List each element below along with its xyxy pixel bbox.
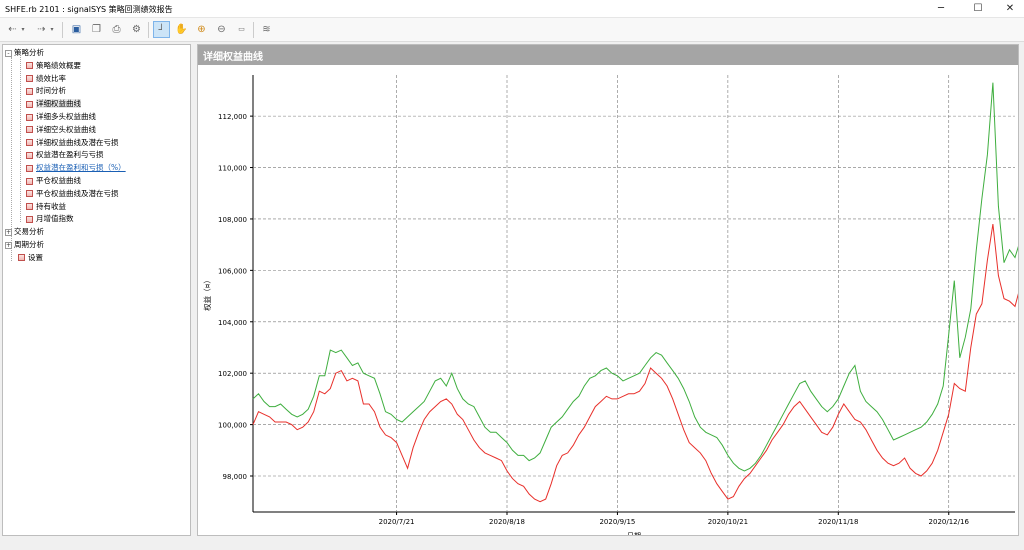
- tree-item-label: 策略绩效概要: [36, 60, 81, 70]
- zoom-out-icon[interactable]: ⊖: [217, 24, 226, 35]
- chart-panel: 详细权益曲线 98,000 100,000 102,000 104,000 106,00…: [197, 44, 1019, 536]
- report-page-icon: [18, 254, 25, 262]
- tree-item[interactable]: 平仓权益曲线及潜在亏损: [26, 188, 119, 200]
- x-tick-label: 2020/8/18: [489, 518, 525, 526]
- report-page-icon: [26, 87, 33, 95]
- report-page-icon: [26, 139, 33, 147]
- collapse-icon[interactable]: -: [5, 49, 12, 57]
- tree-item-label: 权益潜在盈利与亏损: [36, 150, 104, 160]
- crosshair-icon[interactable]: ┘: [153, 21, 170, 38]
- equity-curve-chart[interactable]: 98,000 100,000 102,000 104,000 106,000 108,00…: [198, 65, 1018, 535]
- y-tick-label: 104,000: [218, 319, 247, 327]
- zoom-in-icon[interactable]: ⊕: [197, 24, 206, 35]
- y-tick-label: 98,000: [223, 473, 248, 481]
- status-bar: [0, 537, 1024, 550]
- tree-item[interactable]: 绩效比率: [26, 73, 66, 85]
- report-page-icon: [26, 113, 33, 121]
- report-page-icon: [26, 62, 33, 70]
- tree-item-label: 持有收益: [36, 201, 66, 211]
- tree-item-label: 策略分析: [14, 48, 44, 57]
- tree-item[interactable]: 权益潜在盈利和亏损（%）: [26, 162, 126, 174]
- copy-icon[interactable]: ❐: [92, 24, 101, 35]
- report-page-icon: [26, 177, 33, 185]
- tree-group[interactable]: + 交易分析: [5, 226, 44, 238]
- tree-item[interactable]: 详细空头权益曲线: [26, 124, 96, 136]
- tree-item[interactable]: 策略绩效概要: [26, 60, 81, 72]
- forward-icon[interactable]: ⇢: [37, 24, 46, 35]
- title-bar: SHFE.rb 2101 : signalSYS 策略回测绩效报告 ─ ☐ ✕: [0, 0, 1024, 18]
- tree-item-label: 详细空头权益曲线: [36, 124, 96, 134]
- report-page-icon: [26, 190, 33, 198]
- settings-icon[interactable]: ⚙: [132, 24, 141, 35]
- tree-item-label: 平仓权益曲线及潜在亏损: [36, 188, 119, 198]
- panel-title: 详细权益曲线: [203, 52, 263, 63]
- tree-item[interactable]: 详细权益曲线: [26, 98, 81, 110]
- x-tick-label: 2020/7/21: [379, 518, 415, 526]
- tree-item[interactable]: 持有收益: [26, 201, 66, 213]
- y-tick-label: 106,000: [218, 267, 247, 275]
- y-tick-label: 112,000: [218, 113, 247, 121]
- panel-header: 详细权益曲线: [198, 45, 1018, 65]
- close-button[interactable]: ✕: [1005, 3, 1015, 14]
- x-axis-label: 日期: [627, 532, 641, 535]
- tree-group[interactable]: 设置: [5, 252, 43, 264]
- window-title: SHFE.rb 2101 : signalSYS 策略回测绩效报告: [5, 5, 173, 14]
- x-tick-label: 2020/9/15: [599, 518, 635, 526]
- tree-item[interactable]: 月增值指数: [26, 213, 74, 225]
- x-tick-label: 2020/12/16: [929, 518, 970, 526]
- x-tick-label: 2020/11/18: [818, 518, 858, 526]
- tree-item-label: 设置: [28, 252, 43, 262]
- tree-item-label: 详细权益曲线及潜在亏损: [36, 137, 119, 147]
- report-page-icon: [26, 75, 33, 83]
- report-page-icon: [26, 164, 33, 172]
- back-dropdown-icon[interactable]: ▾: [21, 26, 25, 33]
- tree-item-label: 交易分析: [14, 227, 44, 237]
- tree-item-label: 平仓权益曲线: [36, 176, 81, 185]
- y-tick-label: 102,000: [218, 370, 247, 378]
- tree-item-label: 绩效比率: [36, 73, 66, 83]
- y-tick-label: 110,000: [218, 165, 247, 173]
- tree-group[interactable]: - 策略分析: [5, 47, 44, 59]
- zoom-fit-icon[interactable]: ▭: [238, 25, 245, 33]
- tree-item[interactable]: 权益潜在盈利与亏损: [26, 149, 104, 161]
- maximize-button[interactable]: ☐: [973, 3, 983, 14]
- report-page-icon: [26, 203, 33, 211]
- x-tick-label: 2020/10/21: [708, 518, 748, 526]
- tree-item-label: 时间分析: [36, 86, 66, 96]
- series-line-0: [252, 82, 1018, 472]
- tree-item-label: 月增值指数: [36, 214, 74, 224]
- chart-style-icon[interactable]: ≋: [262, 24, 271, 35]
- tree-item[interactable]: 时间分析: [26, 85, 66, 97]
- series-line-1: [252, 224, 1018, 503]
- expand-icon[interactable]: +: [5, 228, 12, 236]
- toolbar: ⇠ ▾ ⇢ ▾ ▣ ❐ ⎙ ⚙ ┘ ✋ ⊕ ⊖ ▭ ≋: [0, 18, 1024, 42]
- expand-icon[interactable]: +: [5, 241, 12, 249]
- forward-dropdown-icon[interactable]: ▾: [50, 26, 54, 33]
- tree-item[interactable]: 平仓权益曲线: [26, 175, 81, 187]
- tree-group[interactable]: + 周期分析: [5, 239, 44, 251]
- tree-item-label: 详细多头权益曲线: [36, 112, 96, 121]
- y-tick-label: 108,000: [218, 216, 247, 224]
- print-icon[interactable]: ⎙: [112, 24, 121, 35]
- report-page-icon: [26, 215, 33, 223]
- report-page-icon: [26, 151, 33, 159]
- report-page-icon: [26, 126, 33, 134]
- report-tree: - 策略分析 策略绩效概要 绩效比率 时间分析 详细权益曲线 详细多头权益曲线 详细空头权益曲…: [2, 44, 191, 536]
- report-page-icon: [26, 100, 33, 108]
- tree-item[interactable]: 详细多头权益曲线: [26, 111, 96, 123]
- minimize-button[interactable]: ─: [937, 3, 945, 14]
- tree-item-label: 详细权益曲线: [36, 99, 81, 109]
- y-axis-label: 权益（¤）: [202, 276, 212, 311]
- back-icon[interactable]: ⇠: [8, 24, 17, 35]
- save-icon[interactable]: ▣: [71, 24, 82, 35]
- tree-item[interactable]: 详细权益曲线及潜在亏损: [26, 137, 119, 149]
- y-tick-label: 100,000: [218, 422, 247, 430]
- tree-item-label: 权益潜在盈利和亏损（%）: [36, 163, 126, 173]
- pan-hand-icon[interactable]: ✋: [175, 24, 188, 35]
- tree-item-label: 周期分析: [14, 240, 44, 249]
